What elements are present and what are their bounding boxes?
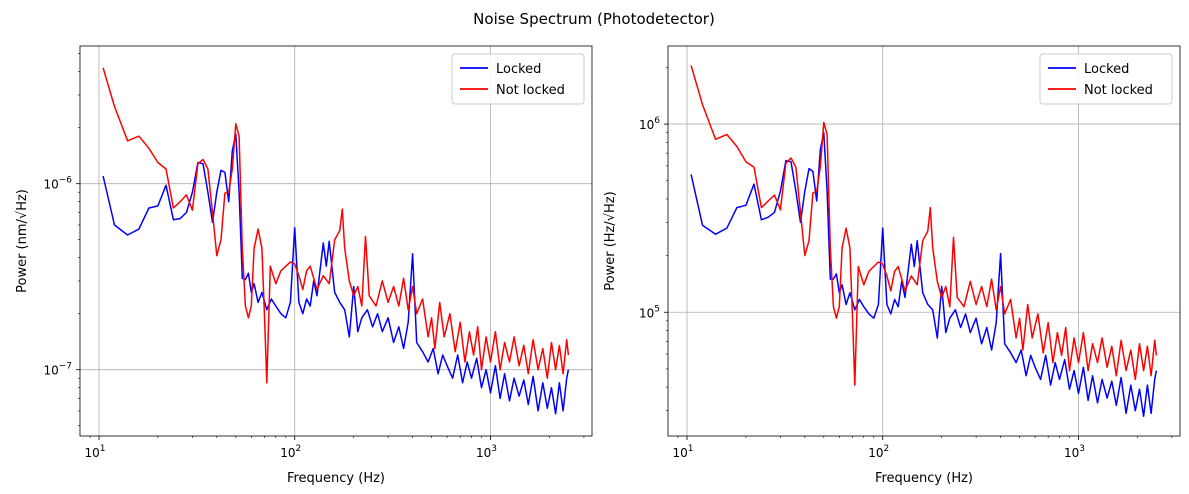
subplot-frequency-noise: 101 102 103 105 106 Frequency (Hz) Power (Hz/√… [603, 45, 1181, 486]
y-axis-label: Power (nm/√Hz) [15, 189, 30, 293]
legend-label: Not locked [496, 83, 565, 98]
axes-frame [667, 45, 1181, 437]
series-line-locked [102, 133, 570, 415]
axes-frame [79, 45, 593, 437]
x-tick-label: 102 [280, 444, 301, 460]
legend: Locked Not locked [1039, 53, 1173, 105]
series-line-locked [690, 131, 1158, 418]
x-tick-label: 103 [1064, 444, 1085, 460]
subplot-displacement-noise: 101 102 103 10−7 10−6 Frequency (Hz) Power (nm… [15, 45, 593, 486]
legend: Locked Not locked [451, 53, 585, 105]
x-tick-label: 102 [868, 444, 889, 460]
y-axis-label: Power (Hz/√Hz) [603, 191, 618, 290]
figure-suptitle: Noise Spectrum (Photodetector) [473, 10, 715, 28]
x-tick-label: 101 [672, 444, 693, 460]
legend-label: Locked [1084, 62, 1129, 77]
x-tick-label: 101 [84, 444, 105, 460]
series-line-not-locked [102, 67, 570, 384]
series-line-not-locked [690, 65, 1158, 386]
y-tick-label: 106 [639, 116, 660, 132]
legend-label: Locked [496, 62, 541, 77]
y-tick-label: 105 [639, 304, 660, 320]
y-tick-label: 10−7 [43, 362, 72, 378]
x-axis-label: Frequency (Hz) [287, 471, 385, 486]
x-axis-label: Frequency (Hz) [875, 471, 973, 486]
legend-label: Not locked [1084, 83, 1153, 98]
legend-box [1039, 53, 1173, 105]
x-tick-label: 103 [476, 444, 497, 460]
legend-box [451, 53, 585, 105]
y-tick-label: 10−6 [43, 176, 72, 192]
